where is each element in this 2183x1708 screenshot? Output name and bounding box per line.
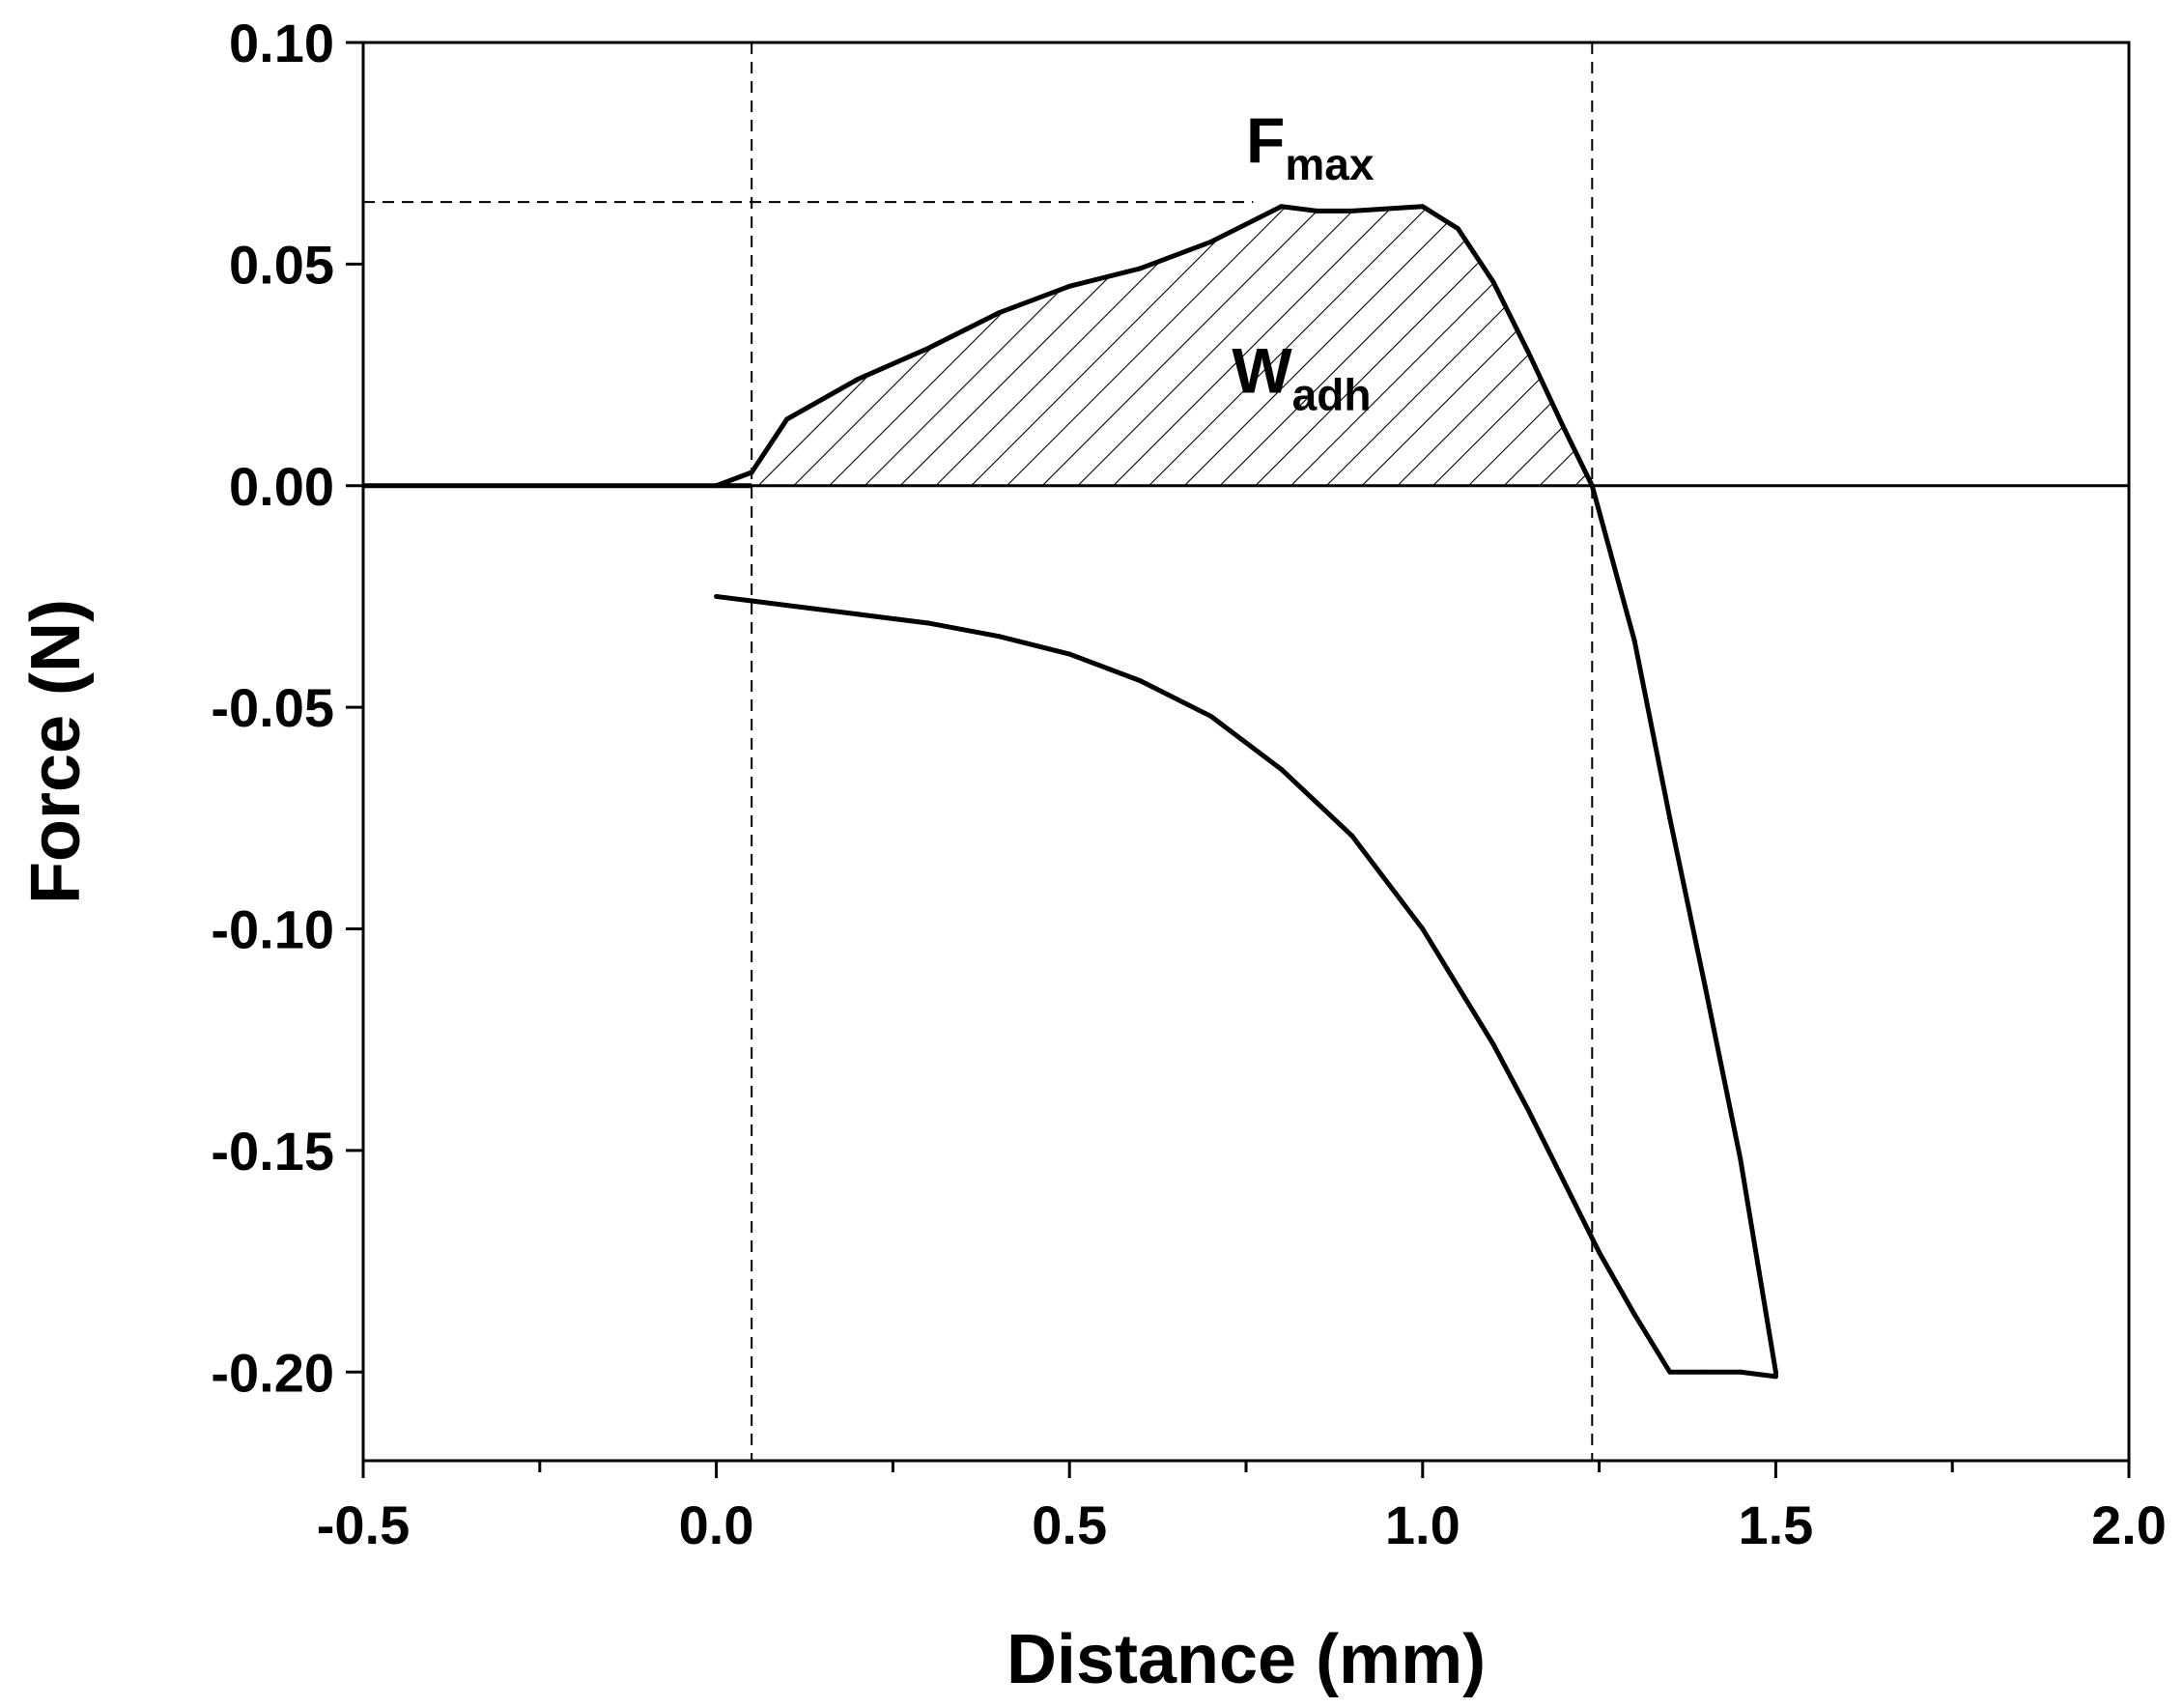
- curve-point: [1702, 983, 1708, 989]
- curve-point: [714, 483, 720, 489]
- curve-point: [1561, 425, 1567, 431]
- curve-point: [1207, 713, 1213, 719]
- y-tick-label: 0.05: [229, 234, 334, 295]
- y-tick-label: -0.20: [211, 1342, 334, 1403]
- y-axis-ticks: 0.10 0.05 0.00 -0.05 -0.10 -0.15 -0.20: [211, 13, 363, 1403]
- x-tick-label: 1.0: [1385, 1494, 1460, 1555]
- curve-point: [996, 634, 1002, 640]
- curve-point: [1772, 1369, 1778, 1375]
- curve-point: [749, 598, 754, 604]
- curve-point: [1349, 833, 1355, 839]
- curve-point: [1420, 204, 1426, 210]
- curve-point: [1279, 766, 1285, 772]
- curve-point: [996, 310, 1002, 316]
- force-curve-line: [715, 204, 1778, 1380]
- curve-point: [1597, 1249, 1602, 1255]
- curve-point: [1738, 1369, 1744, 1375]
- curve-point: [1349, 208, 1355, 214]
- curve-point: [1314, 208, 1319, 214]
- curve-point: [1631, 1312, 1637, 1318]
- work-of-adhesion-area: [751, 206, 1593, 486]
- curve-point: [1455, 226, 1460, 232]
- curve-point: [1631, 638, 1637, 643]
- curve-point: [1561, 1179, 1567, 1184]
- curve-point: [1772, 1374, 1778, 1380]
- curve-point: [1137, 266, 1143, 271]
- x-tick-label: -0.5: [317, 1494, 411, 1555]
- curve-point: [784, 416, 790, 422]
- y-tick-label: 0.00: [229, 456, 334, 517]
- curve-point: [1490, 279, 1496, 285]
- curve-point: [1207, 239, 1213, 244]
- annotation-label: Fmax: [1246, 104, 1375, 189]
- curve-point: [925, 620, 931, 626]
- x-axis-label: Distance (mm): [1006, 1621, 1486, 1698]
- curve-point: [1066, 651, 1072, 657]
- curve-point: [1420, 926, 1426, 931]
- y-axis-label: Force (N): [17, 599, 95, 904]
- curve-point: [925, 346, 931, 352]
- x-tick-label: 0.0: [679, 1494, 754, 1555]
- annotation-subscript: max: [1285, 139, 1374, 189]
- curve-point: [855, 377, 861, 383]
- force-curve: [363, 204, 1778, 1380]
- x-tick-label: 0.5: [1032, 1494, 1107, 1555]
- y-tick-label: 0.10: [229, 13, 334, 73]
- y-tick-label: -0.05: [211, 677, 334, 738]
- x-tick-label: 1.5: [1738, 1494, 1813, 1555]
- curve-point: [1525, 1108, 1531, 1114]
- curve-point: [1702, 1369, 1708, 1375]
- curve-point: [749, 470, 754, 475]
- x-axis-ticks: -0.5 0.0 0.5 1.0 1.5 2.0: [317, 1461, 2167, 1555]
- hatched-area: [751, 206, 1593, 486]
- y-tick-label: -0.15: [211, 1121, 334, 1181]
- curve-point: [1667, 1369, 1673, 1375]
- curve-point: [1066, 283, 1072, 289]
- curve-point: [1667, 815, 1673, 821]
- curve-point: [1589, 483, 1595, 489]
- curve-point: [1738, 1156, 1744, 1162]
- annotation-subscript: adh: [1292, 369, 1372, 419]
- y-tick-label: -0.10: [211, 899, 334, 960]
- curve-point: [1137, 678, 1143, 684]
- curve-point: [855, 612, 861, 617]
- curve-point: [784, 603, 790, 609]
- curve-point: [1525, 350, 1531, 356]
- curve-point: [714, 593, 720, 599]
- curve-point: [1490, 1041, 1496, 1047]
- x-tick-label: 2.0: [2091, 1494, 2167, 1555]
- curve-point: [1279, 204, 1285, 210]
